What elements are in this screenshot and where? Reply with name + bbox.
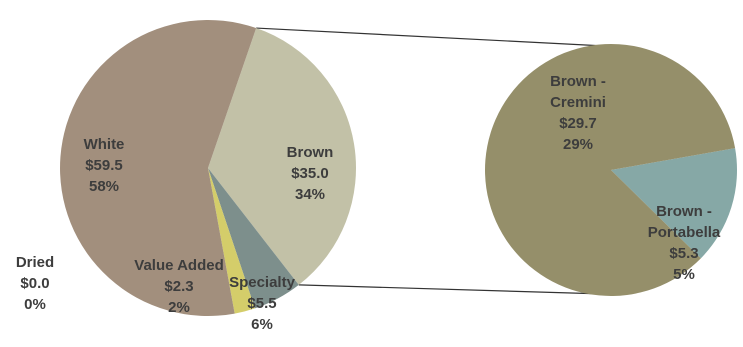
label-brown-cremini-line-1: Brown - — [550, 73, 606, 90]
slice-specialty — [208, 168, 299, 309]
label-dried: Dried $0.0 0% — [16, 254, 54, 313]
detail-pie — [485, 44, 738, 297]
label-brown-cremini: Brown - Cremini $29.7 29% — [550, 73, 606, 153]
slice-brown-portabella — [611, 148, 738, 259]
slice-value-added — [208, 168, 255, 314]
label-value-added-line-2: $2.3 — [164, 278, 193, 295]
label-white-line-2: $59.5 — [85, 157, 123, 174]
slice-white — [60, 20, 257, 317]
label-brown-cremini-line-3: $29.7 — [559, 115, 597, 132]
label-value-added: Value Added $2.3 2% — [134, 257, 223, 316]
label-specialty-line-2: $5.5 — [247, 295, 276, 312]
label-dried-line-1: Dried — [16, 254, 54, 271]
label-specialty-line-1: Specialty — [229, 274, 296, 291]
label-dried-line-3: 0% — [24, 296, 46, 313]
label-dried-line-2: $0.0 — [20, 275, 49, 292]
label-specialty-line-3: 6% — [251, 316, 273, 333]
label-brown-line-1: Brown — [287, 144, 334, 161]
label-brown-cremini-line-4: 29% — [563, 136, 593, 153]
slice-brown-cremini — [485, 44, 736, 297]
label-white-line-3: 58% — [89, 178, 119, 195]
label-brown-line-2: $35.0 — [291, 165, 329, 182]
label-value-added-line-3: 2% — [168, 299, 190, 316]
connector-top — [256, 27, 606, 47]
label-brown-portabella-line-2: Portabella — [648, 224, 721, 241]
label-brown-portabella: Brown - Portabella $5.3 5% — [648, 203, 721, 283]
label-specialty: Specialty $5.5 6% — [229, 274, 296, 333]
main-pie — [60, 20, 357, 317]
label-white-line-1: White — [84, 136, 125, 153]
label-value-added-line-1: Value Added — [134, 257, 223, 274]
label-brown-portabella-line-4: 5% — [673, 266, 695, 283]
label-brown-cremini-line-2: Cremini — [550, 94, 606, 111]
label-brown: Brown $35.0 34% — [287, 144, 334, 203]
label-brown-portabella-line-1: Brown - — [656, 203, 712, 220]
label-brown-line-3: 34% — [295, 186, 325, 203]
label-white: White $59.5 58% — [84, 136, 125, 195]
label-brown-portabella-line-3: $5.3 — [669, 245, 698, 262]
connector-bottom — [298, 284, 606, 295]
slice-brown — [208, 28, 357, 285]
